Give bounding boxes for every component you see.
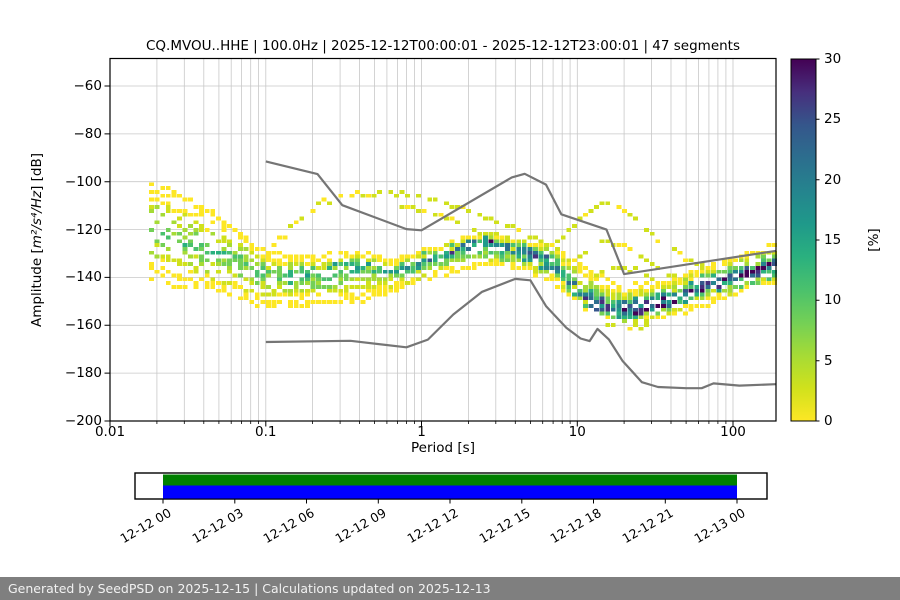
- y-tick-label: −100: [64, 173, 102, 190]
- page-title: CQ.MVOU..HHE | 100.0Hz | 2025-12-12T00:0…: [145, 38, 741, 54]
- timeline-data-coverage: [163, 474, 737, 486]
- colorbar-tick-label: 25: [824, 111, 842, 128]
- timeline-psd-coverage: [163, 485, 737, 499]
- y-axis-label: Amplitude [m²/s⁴/Hz] [dB]: [29, 152, 45, 328]
- x-tick-label: 0.01: [94, 424, 126, 440]
- colorbar-tick-label: 0: [824, 413, 833, 429]
- colorbar: [790, 58, 820, 422]
- noise-model-lines: [265, 160, 776, 390]
- colorbar-tick-label: 20: [824, 171, 842, 188]
- gridlines: [109, 58, 776, 421]
- y-tick-label: −80: [73, 125, 103, 142]
- colorbar-tick-label: 5: [824, 352, 833, 369]
- x-tick-label: 1: [417, 424, 426, 440]
- y-tick-label: −180: [64, 365, 102, 382]
- x-axis-label: Period [s]: [411, 440, 475, 456]
- axes: [104, 57, 777, 427]
- footer-text: Generated by SeedPSD on 2025-12-15 | Cal…: [8, 581, 491, 596]
- x-tick-label: 0.1: [255, 424, 277, 440]
- y-tick-label: −140: [64, 269, 102, 286]
- y-tick-label: −120: [64, 221, 102, 238]
- colorbar-label: [%]: [866, 228, 882, 252]
- footer-bar: Generated by SeedPSD on 2025-12-15 | Cal…: [0, 577, 900, 600]
- colorbar-tick-label: 15: [824, 232, 842, 248]
- nlnm-line: [265, 277, 776, 390]
- x-tick-label: 10: [568, 424, 586, 440]
- y-tick-label: −60: [73, 78, 103, 94]
- psd-histogram: [149, 182, 778, 331]
- colorbar-tick-label: 30: [824, 51, 842, 67]
- y-tick-label: −160: [64, 317, 102, 334]
- x-tick-label: 100: [720, 424, 746, 440]
- colorbar-tick-label: 10: [824, 292, 842, 309]
- nhnm-line: [265, 160, 776, 276]
- y-tick-label: −200: [64, 413, 102, 429]
- timeline-bar: [134, 472, 768, 504]
